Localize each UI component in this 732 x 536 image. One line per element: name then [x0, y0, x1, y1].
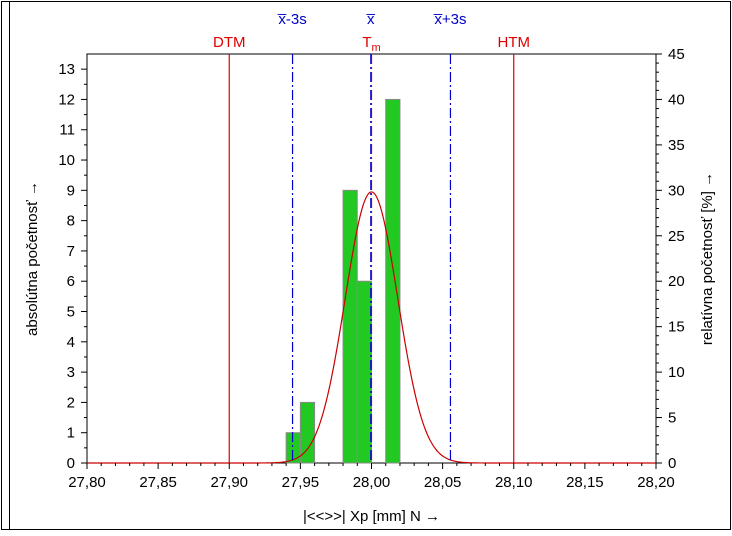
y-right-tick-label: 10	[668, 364, 685, 381]
histogram-bar	[356, 280, 372, 464]
reference-line-label: HTM	[498, 34, 531, 51]
histogram-bar	[342, 189, 358, 464]
normal-distribution-curve	[87, 191, 656, 464]
x-tick-label: 28,00	[353, 474, 391, 491]
x-tick-label: 27,95	[282, 474, 320, 491]
y-left-tick-label: 1	[67, 425, 75, 442]
reference-line-label: x̅	[366, 11, 376, 28]
y-left-tick-label: 5	[67, 304, 75, 321]
y-right-tick-label: 30	[668, 182, 685, 199]
y-right-tick-label: 0	[668, 455, 676, 472]
y-right-tick-label: 20	[668, 273, 685, 290]
y-left-tick-label: 0	[67, 455, 75, 472]
reference-line-label: x̅-3s	[277, 11, 307, 28]
y-left-tick-label: 10	[58, 152, 75, 169]
y-left-tick-label: 3	[67, 364, 75, 381]
reference-line-label: x̅+3s	[433, 11, 466, 28]
x-tick-label: 27,80	[68, 474, 106, 491]
y-left-axis-title: absolútna početnosť →	[24, 181, 41, 336]
x-tick-label: 28,05	[424, 474, 462, 491]
y-right-tick-label: 35	[668, 137, 685, 154]
y-right-tick-label: 25	[668, 228, 685, 245]
left-edge-band	[1, 1, 10, 530]
y-right-tick-label: 15	[668, 319, 685, 336]
y-left-tick-label: 4	[67, 334, 75, 351]
y-left-tick-label: 2	[67, 394, 75, 411]
reference-line-label: DTM	[213, 34, 246, 51]
y-left-tick-label: 7	[67, 243, 75, 260]
y-left-tick-label: 6	[67, 273, 75, 290]
y-left-tick-label: 13	[58, 61, 75, 78]
y-right-tick-label: 40	[668, 91, 685, 108]
y-left-tick-label: 9	[67, 182, 75, 199]
histogram-bar	[299, 401, 316, 464]
histogram-bar	[385, 98, 401, 464]
y-left-tick-label: 11	[59, 122, 75, 139]
histogram-bar	[285, 432, 301, 464]
x-tick-label: 28,20	[637, 474, 675, 491]
y-left-tick-label: 8	[67, 213, 75, 230]
x-tick-label: 28,15	[566, 474, 604, 491]
reference-line-label-subscript: m	[372, 42, 381, 54]
x-tick-label: 27,90	[210, 474, 248, 491]
y-right-axis-title: relatívna početnosť [%] →	[699, 172, 716, 345]
x-tick-label: 27,85	[139, 474, 177, 491]
y-right-tick-label: 5	[668, 410, 676, 427]
x-tick-label: 28,10	[495, 474, 533, 491]
y-right-tick-label: 45	[668, 46, 685, 63]
y-left-tick-label: 12	[58, 91, 75, 108]
x-axis-title: |<<>>| Xp [mm] N →	[303, 508, 440, 525]
